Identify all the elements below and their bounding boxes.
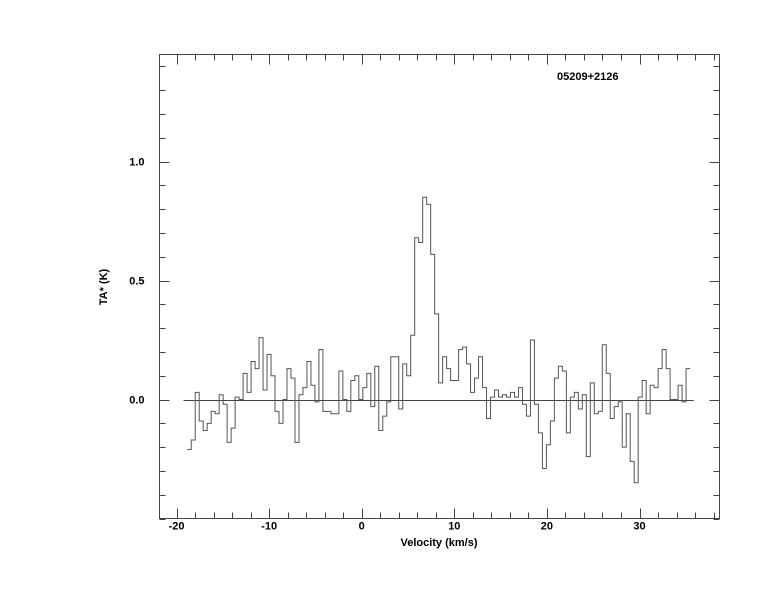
axis-ticks (159, 54, 720, 520)
y-axis-label: TA* (K) (98, 268, 110, 305)
tick-labels: -20 -10 0 10 20 30 0.0 0.5 1.0 (129, 157, 645, 533)
y-tick-label: 0.0 (129, 395, 144, 407)
spectrum-series (187, 196, 691, 484)
x-tick-label: 10 (448, 521, 460, 533)
plot-frame (159, 54, 720, 519)
x-tick-label: -20 (169, 521, 185, 533)
y-tick-label: 1.0 (129, 157, 144, 169)
x-tick-label: 0 (359, 521, 365, 533)
x-tick-label: 20 (541, 521, 553, 533)
x-axis-label: Velocity (km/s) (400, 537, 477, 549)
annotation-source-name: 05209+2126 (557, 71, 618, 83)
x-tick-label: -10 (261, 521, 277, 533)
x-tick-label: 30 (633, 521, 645, 533)
y-tick-label: 0.5 (129, 276, 144, 288)
